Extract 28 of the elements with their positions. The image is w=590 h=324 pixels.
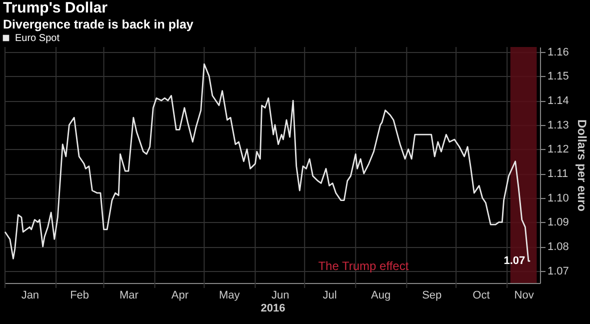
x-tick-label: Jun bbox=[272, 290, 290, 302]
annotation: The Trump effect bbox=[318, 259, 410, 273]
x-tick-label: Mar bbox=[119, 290, 139, 302]
y-tick-label: 1.09 bbox=[548, 216, 569, 229]
y-axis-title: Dollars per euro bbox=[574, 119, 589, 212]
y-tick-label: 1.11 bbox=[548, 168, 568, 180]
chart-subtitle: Divergence trade is back in play bbox=[3, 18, 194, 32]
y-tick-label: 1.08 bbox=[548, 241, 569, 254]
legend-label: Euro Spot bbox=[15, 33, 60, 44]
y-tick-label: 1.14 bbox=[548, 95, 569, 108]
x-tick-label: Jul bbox=[322, 290, 337, 302]
x-tick-label: Sep bbox=[422, 290, 442, 302]
x-axis-title: 2016 bbox=[260, 302, 286, 314]
y-tick-label: 1.15 bbox=[548, 70, 569, 83]
x-tick-label: Apr bbox=[171, 290, 189, 302]
y-tick-label: 1.12 bbox=[548, 144, 569, 156]
data-label: 1.07 bbox=[504, 255, 526, 268]
x-tick-label: Nov bbox=[514, 290, 534, 302]
y-tick-label: 1.13 bbox=[548, 119, 569, 132]
x-tick-label: Aug bbox=[371, 290, 391, 302]
x-tick-label: Feb bbox=[70, 290, 90, 302]
chart-title: Trump's Dollar bbox=[3, 0, 108, 16]
y-tick-label: 1.07 bbox=[548, 265, 569, 278]
x-tick-label: May bbox=[218, 290, 240, 302]
x-tick-label: Jan bbox=[21, 290, 40, 302]
y-tick-label: 1.10 bbox=[548, 192, 569, 204]
x-tick-label: Oct bbox=[472, 290, 490, 302]
y-tick-label: 1.16 bbox=[548, 46, 569, 58]
